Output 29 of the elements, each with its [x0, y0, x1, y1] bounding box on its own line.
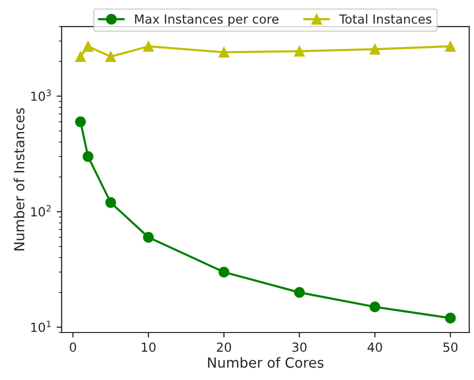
- point: [82, 151, 94, 162]
- x-tick-label: 30: [292, 342, 307, 352]
- point: [294, 287, 305, 298]
- point: [105, 197, 116, 208]
- point: [294, 46, 305, 57]
- y-tick-label: 10$^{3}$: [31, 90, 51, 101]
- x-tick-label: 20: [216, 342, 232, 352]
- point: [82, 40, 94, 52]
- x-tick-label: 50: [443, 342, 458, 352]
- y-axis-title: Number of Instances: [14, 108, 24, 250]
- point: [370, 301, 380, 312]
- y-tick-label: 10$^{2}$: [31, 205, 51, 217]
- x-tick-label: 40: [368, 342, 382, 352]
- point: [105, 51, 116, 62]
- point: [445, 312, 456, 324]
- point: [143, 232, 154, 243]
- x-tick-label: 10: [142, 342, 156, 352]
- point: [218, 46, 230, 58]
- point: [143, 40, 154, 52]
- legend-label: Max Instances per core: [135, 14, 278, 26]
- point: [218, 266, 230, 278]
- point: [445, 40, 456, 52]
- point: [370, 44, 380, 55]
- point: [75, 116, 86, 128]
- point: [75, 51, 86, 62]
- x-axis-title: Number of Cores: [208, 357, 324, 368]
- x-tick-label: 0: [70, 342, 76, 352]
- y-tick-label: 10$^{1}$: [31, 320, 51, 332]
- legend-label: Total Instances: [339, 14, 432, 24]
